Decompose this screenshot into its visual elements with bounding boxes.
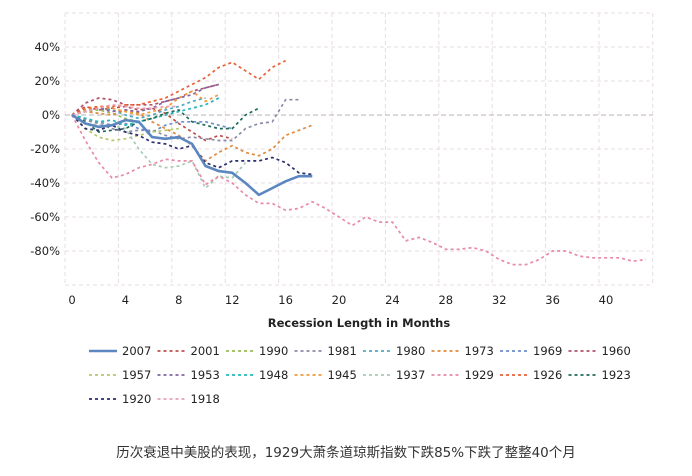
series-lines: [71, 59, 647, 266]
legend-label: 1948: [259, 368, 288, 382]
chart-caption: 历次衰退中美股的表现，1929大萧条道琼斯指数下跌85%下跌了整整40个月: [116, 445, 576, 461]
y-tick-label: -40%: [30, 176, 60, 190]
series-line-1973: [71, 109, 313, 162]
legend-item-1918[interactable]: 1918: [157, 392, 220, 406]
legend-label: 1973: [465, 344, 494, 358]
legend-item-1926[interactable]: 1926: [500, 368, 562, 382]
legend-item-1990[interactable]: 1990: [226, 344, 288, 358]
x-tick-label: 28: [438, 293, 453, 307]
x-tick-label: 40: [599, 293, 614, 307]
y-tick-label: -60%: [30, 210, 60, 224]
x-tick-label: 24: [385, 293, 400, 307]
series-line-1918: [71, 103, 179, 116]
legend-label: 1969: [533, 344, 562, 358]
legend-label: 1937: [396, 368, 425, 382]
legend-label: 1918: [191, 392, 220, 406]
y-tick-label: -20%: [30, 142, 60, 156]
legend-item-1948[interactable]: 1948: [226, 368, 288, 382]
legend-item-1957[interactable]: 1957: [89, 368, 151, 382]
legend-label: 1945: [328, 368, 357, 382]
legend-item-1937[interactable]: 1937: [363, 368, 425, 382]
legend-item-1953[interactable]: 1953: [157, 368, 220, 382]
x-tick-label: 20: [332, 293, 347, 307]
legend: 2007 2001 1990 1981 1980 1973 1969 1960 1957 1953…: [89, 344, 631, 406]
x-tick-label: 4: [122, 293, 129, 307]
y-tick-label: 0%: [42, 108, 60, 122]
x-tick-label: 32: [492, 293, 507, 307]
recession-chart: 40% 20% 0% -20% -40% -60% -80% 0 4 8 12 16 20 24 28 32…: [30, 12, 654, 406]
y-tick-label: -80%: [30, 244, 60, 258]
legend-label: 2001: [191, 344, 220, 358]
legend-label: 1926: [533, 368, 562, 382]
y-axis-ticks: 40% 20% 0% -20% -40% -60% -80%: [30, 40, 60, 258]
legend-item-1960[interactable]: 1960: [568, 344, 631, 358]
x-tick-label: 16: [278, 293, 293, 307]
series-line-1957: [71, 114, 179, 142]
y-tick-label: 20%: [34, 74, 60, 88]
legend-label: 1929: [465, 368, 494, 382]
legend-label: 1990: [259, 344, 288, 358]
x-tick-label: 8: [175, 293, 182, 307]
legend-item-1973[interactable]: 1973: [431, 344, 494, 358]
legend-label: 1957: [122, 368, 151, 382]
series-line-1960: [71, 83, 220, 116]
series-line-1953: [71, 83, 220, 116]
series-line-1981: [71, 98, 299, 142]
x-tick-label: 36: [545, 293, 560, 307]
x-tick-label: 0: [68, 293, 75, 307]
legend-item-1929[interactable]: 1929: [431, 368, 494, 382]
series-line-2001: [71, 105, 233, 142]
series-line-2007: [71, 113, 313, 197]
series-line-1980: [71, 97, 206, 120]
legend-item-1981[interactable]: 1981: [294, 344, 357, 358]
legend-label: 1920: [122, 392, 151, 406]
legend-item-1945[interactable]: 1945: [294, 368, 357, 382]
legend-label: 1980: [396, 344, 425, 358]
legend-label: 2007: [122, 344, 151, 358]
series-line-1945: [71, 90, 220, 116]
legend-label: 1981: [328, 344, 357, 358]
grid: [64, 12, 654, 286]
x-axis-ticks: 0 4 8 12 16 20 24 28 32 36 40: [68, 293, 613, 307]
series-line-1948: [71, 97, 220, 127]
legend-label: 1923: [602, 368, 631, 382]
x-tick-label: 12: [225, 293, 240, 307]
legend-item-1969[interactable]: 1969: [500, 344, 562, 358]
series-line-1969: [71, 114, 233, 133]
y-tick-label: 40%: [34, 40, 60, 54]
x-axis-title: Recession Length in Months: [268, 316, 451, 330]
legend-item-1920[interactable]: 1920: [89, 392, 151, 406]
legend-item-2001[interactable]: 2001: [157, 344, 220, 358]
series-line-1923: [71, 107, 260, 133]
legend-item-1923[interactable]: 1923: [568, 368, 631, 382]
series-line-1929: [71, 114, 647, 266]
legend-label: 1953: [191, 368, 220, 382]
legend-item-1980[interactable]: 1980: [363, 344, 425, 358]
legend-label: 1960: [602, 344, 631, 358]
legend-item-2007[interactable]: 2007: [89, 344, 151, 358]
